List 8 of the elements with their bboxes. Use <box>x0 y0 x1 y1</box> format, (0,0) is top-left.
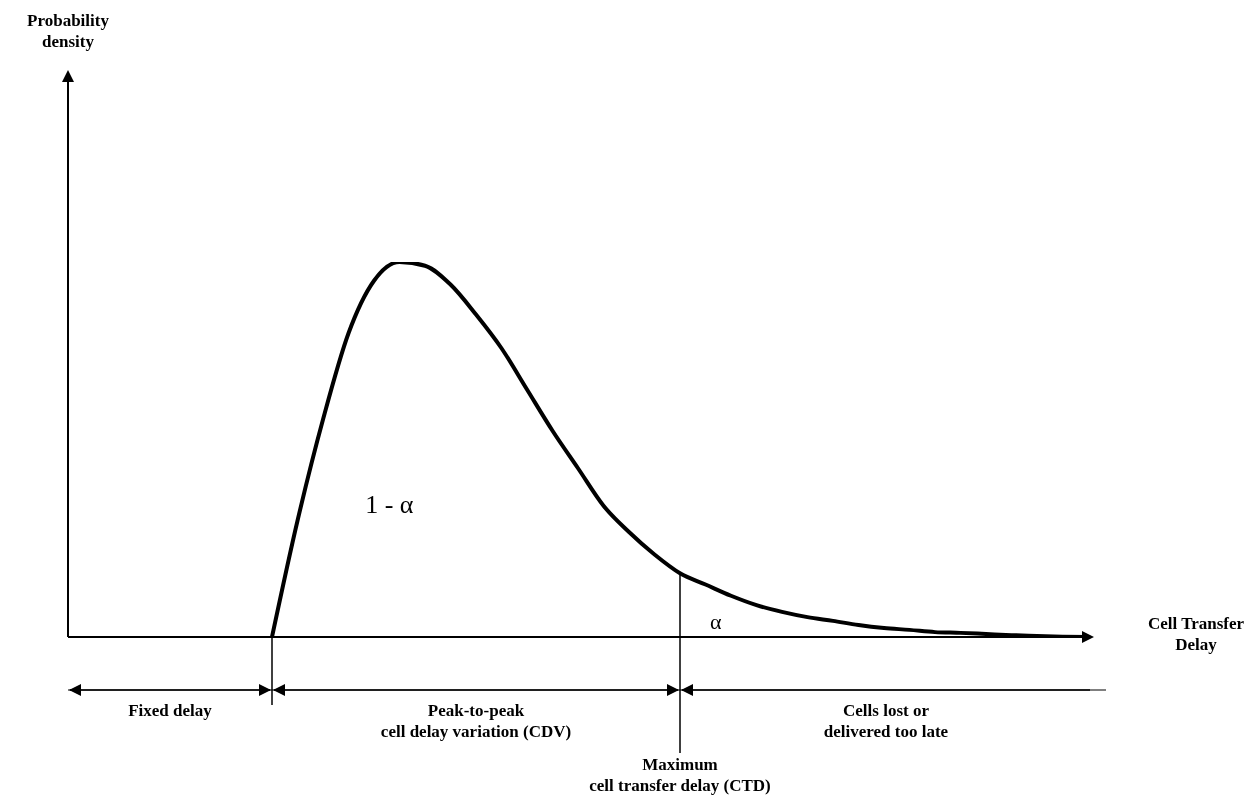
text: Peak-to-peak cell delay variation (CDV) <box>380 701 572 742</box>
annotation: 1 - α <box>365 490 414 520</box>
text: Probability density <box>27 11 110 52</box>
text: Maximum cell transfer delay (CTD) <box>589 755 771 796</box>
annotation: α <box>709 609 722 634</box>
text: Cells lost or delivered too late <box>823 701 949 742</box>
x-axis-title: Cell Transfer Delay <box>1147 614 1245 655</box>
text: Fixed delay <box>128 701 213 720</box>
